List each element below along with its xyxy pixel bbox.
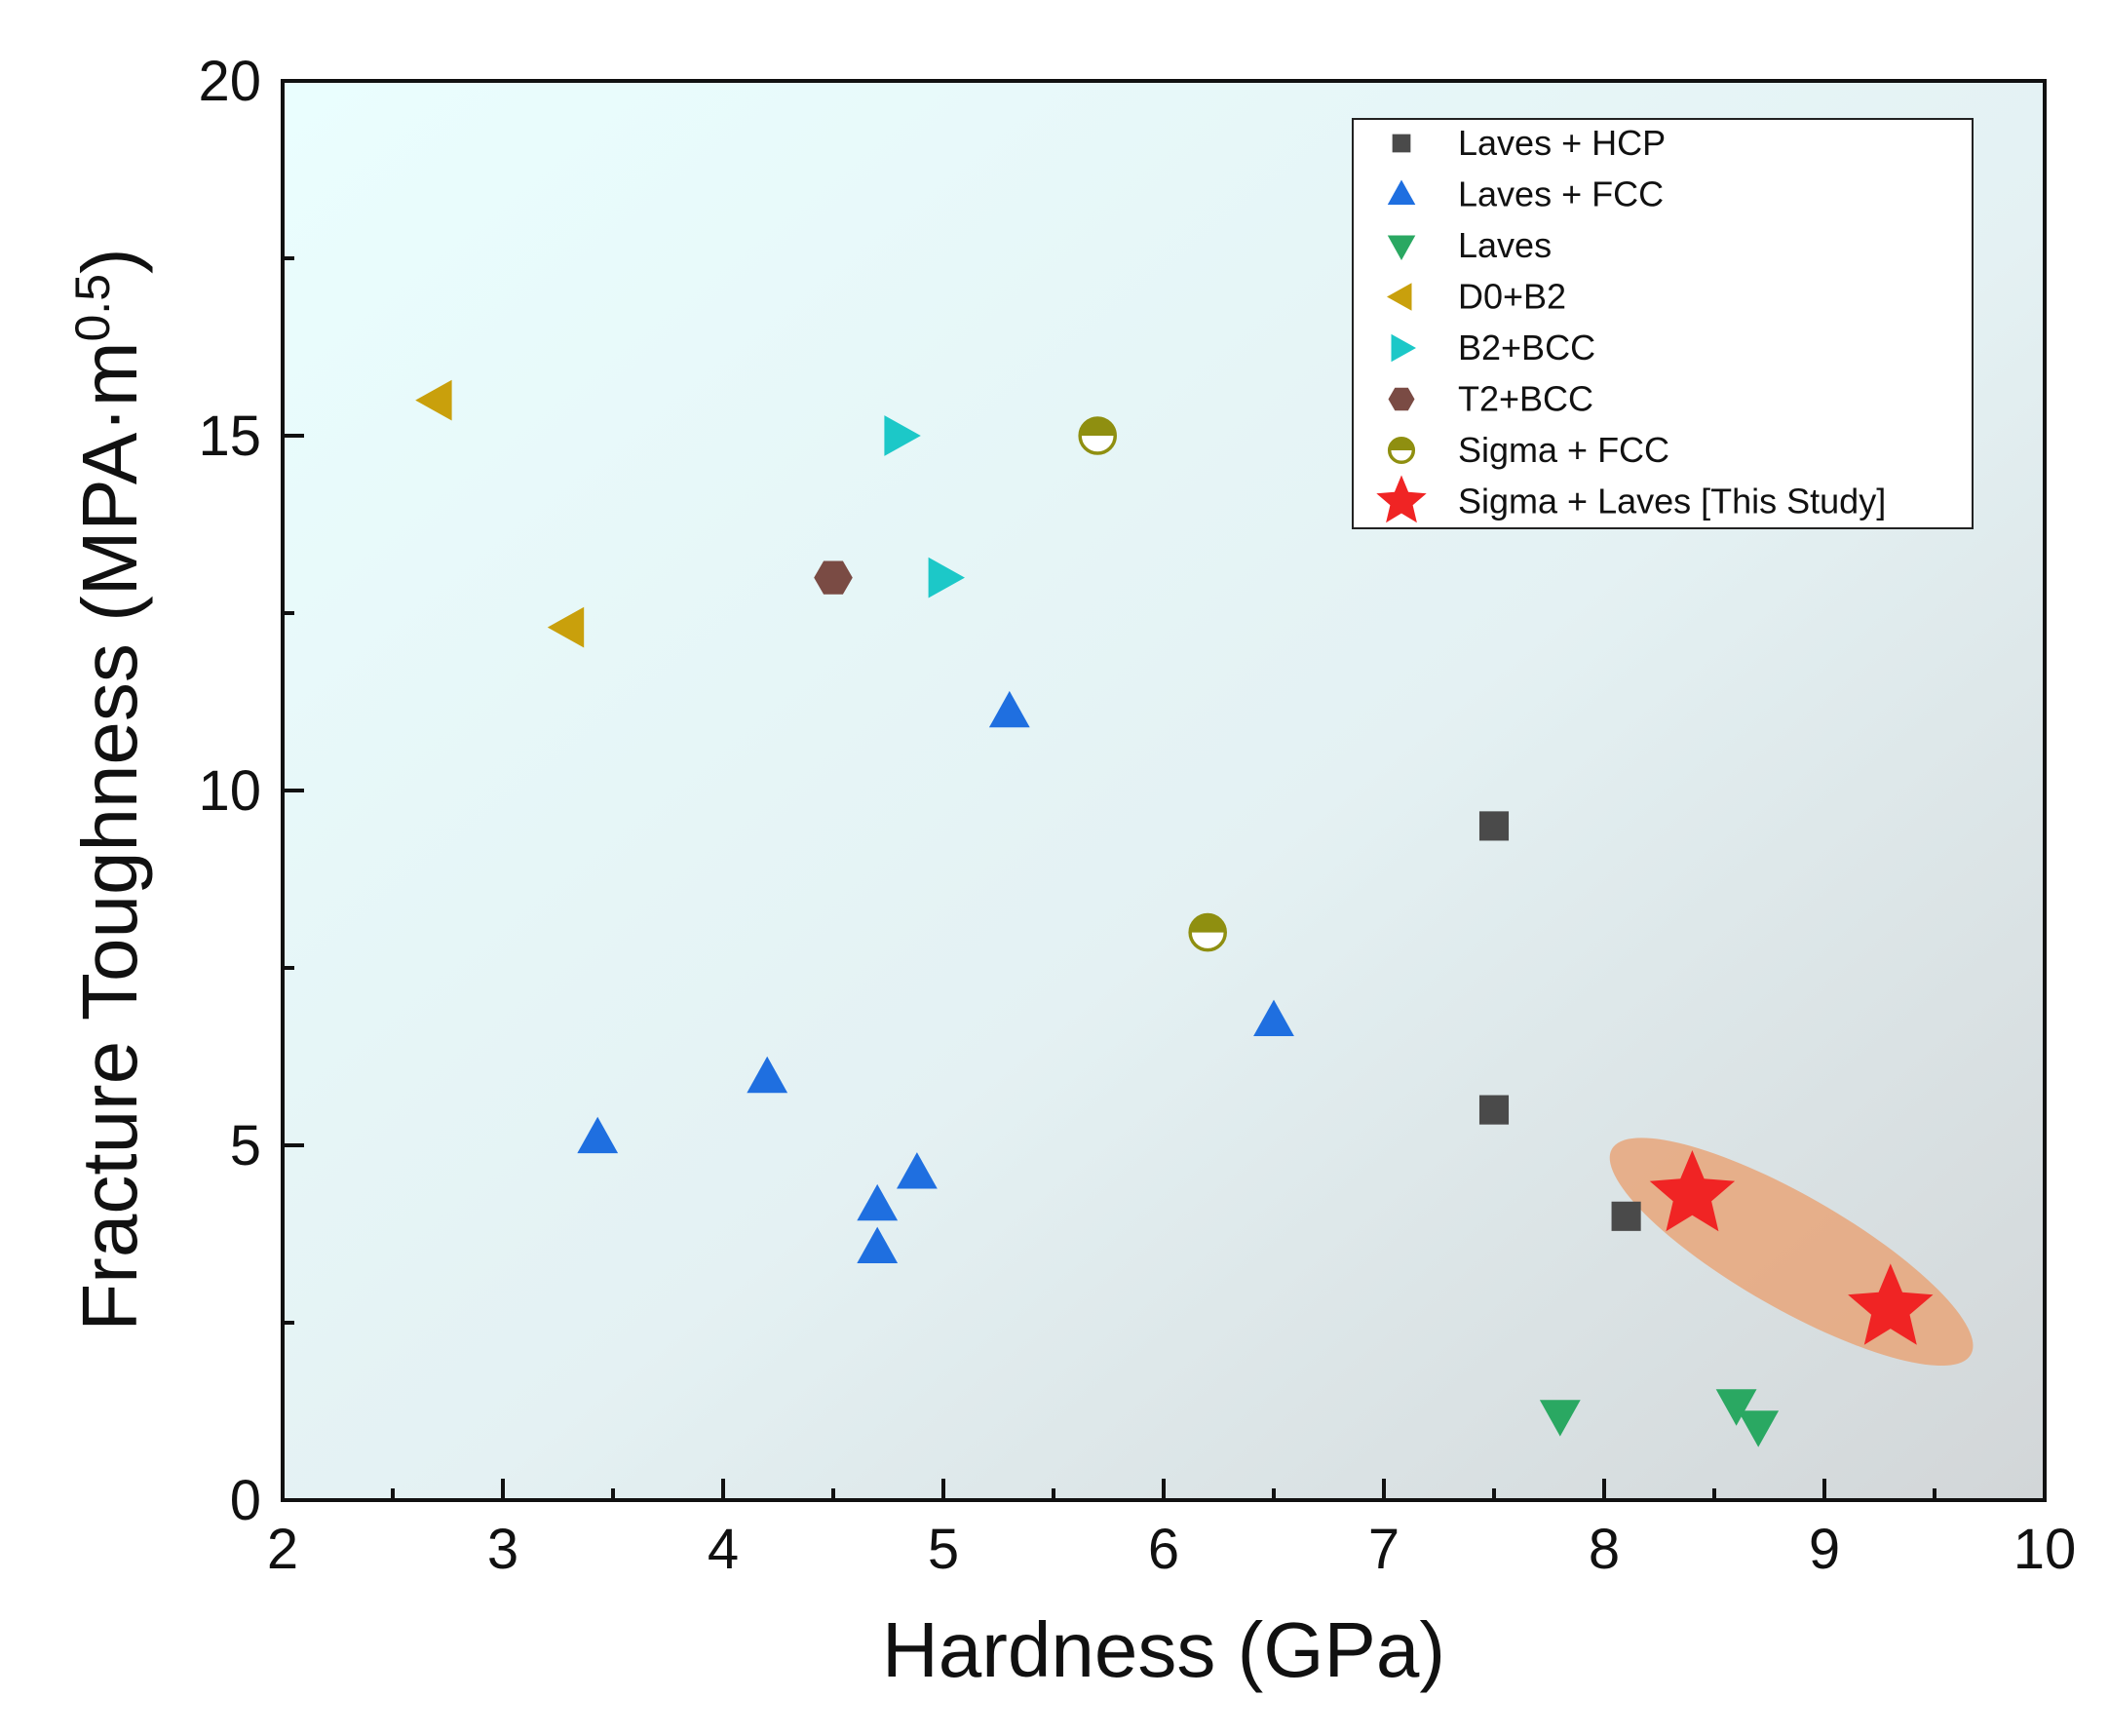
legend-label: Sigma + FCC [1458, 430, 1669, 470]
point-sigma-fcc-2 [1188, 912, 1227, 952]
point-sigma-laves-this-study-2 [1848, 1263, 1934, 1345]
legend: Laves + HCP Laves + FCC Laves D0+B2 B2+BCC T2… [1352, 118, 1974, 529]
x-tick-label: 8 [1589, 1518, 1620, 1581]
x-tick-label: 4 [708, 1518, 739, 1581]
legend-marker [1387, 235, 1416, 260]
legend-items: Laves + HCP Laves + FCC Laves D0+B2 B2+BCC T2… [1376, 123, 1886, 523]
legend-label: Laves + HCP [1458, 123, 1666, 163]
point-laves-fcc-4 [857, 1226, 899, 1263]
legend-item: D0+B2 [1387, 277, 1566, 317]
legend-item: Laves [1387, 225, 1552, 265]
legend-label: Laves [1458, 225, 1552, 265]
legend-marker [1387, 179, 1416, 205]
legend-label: Laves + FCC [1458, 174, 1664, 214]
x-tick-label: 5 [928, 1518, 959, 1581]
point-laves-hcp-1 [1478, 811, 1510, 841]
point-b2-bcc-1 [884, 415, 921, 456]
legend-marker [1387, 436, 1416, 465]
point-b2-bcc-2 [928, 557, 965, 598]
legend-label: B2+BCC [1458, 328, 1595, 367]
point-t2-bcc-1 [814, 560, 853, 595]
point-laves-fcc-6 [988, 690, 1030, 728]
y-tick-label: 0 [230, 1469, 261, 1532]
legend-item: Sigma + Laves [This Study] [1376, 475, 1886, 523]
point-sigma-fcc-1 [1078, 416, 1117, 455]
point-d0-b2-2 [547, 606, 585, 648]
x-tick-label: 2 [267, 1518, 298, 1581]
point-laves-2 [1715, 1389, 1757, 1426]
y-tick-label: 5 [230, 1114, 261, 1177]
tick-labels: 2 3 4 5 6 7 8 9 10 0 5 10 15 20 [198, 50, 2076, 1581]
x-tick-label: 6 [1148, 1518, 1179, 1581]
point-laves-fcc-2 [747, 1056, 788, 1094]
y-tick-label: 15 [198, 405, 261, 468]
point-sigma-laves-this-study-1 [1649, 1150, 1736, 1232]
point-laves-3 [1738, 1410, 1780, 1447]
y-axis-title: Fracture Toughness (MPA·m0.5) [65, 248, 153, 1331]
point-d0-b2-1 [415, 379, 452, 421]
marks-layer [415, 379, 1934, 1447]
legend-marker [1388, 387, 1415, 411]
x-tick-label: 7 [1368, 1518, 1400, 1581]
x-tick-label: 10 [2013, 1518, 2077, 1581]
legend-item: B2+BCC [1391, 328, 1595, 367]
svg-text:Fracture Toughness (MPA·m0.5): Fracture Toughness (MPA·m0.5) [65, 248, 153, 1331]
y-axis-title-close: ) [66, 248, 153, 274]
x-tick-label: 3 [487, 1518, 518, 1581]
point-laves-hcp-2 [1478, 1095, 1510, 1125]
x-axis-title: Hardness (GPa) [882, 1606, 1445, 1693]
point-laves-fcc-1 [577, 1116, 619, 1154]
legend-marker [1376, 475, 1427, 523]
legend-item: Laves + HCP [1392, 123, 1666, 163]
legend-label: T2+BCC [1458, 379, 1593, 419]
legend-marker [1392, 134, 1411, 153]
legend-marker [1391, 333, 1416, 363]
point-laves-fcc-7 [1253, 999, 1294, 1036]
x-tick-label: 9 [1809, 1518, 1840, 1581]
legend-item: Laves + FCC [1387, 174, 1664, 214]
y-tick-label: 10 [198, 759, 261, 823]
legend-box [1352, 118, 1974, 529]
point-laves-fcc-3 [857, 1183, 899, 1221]
legend-label: Sigma + Laves [This Study] [1458, 482, 1886, 521]
y-axis-title-sup: 0.5 [65, 274, 120, 342]
ticks-layer [281, 79, 2047, 1502]
legend-label: D0+B2 [1458, 277, 1566, 317]
y-tick-label: 20 [198, 50, 261, 113]
point-laves-hcp-3 [1611, 1201, 1641, 1231]
legend-item: Sigma + FCC [1387, 430, 1669, 470]
legend-marker [1387, 283, 1412, 311]
point-laves-1 [1539, 1400, 1581, 1437]
point-laves-fcc-5 [897, 1152, 938, 1189]
legend-item: T2+BCC [1388, 379, 1593, 419]
y-axis-title-main: Fracture Toughness (MPA·m [66, 342, 153, 1331]
